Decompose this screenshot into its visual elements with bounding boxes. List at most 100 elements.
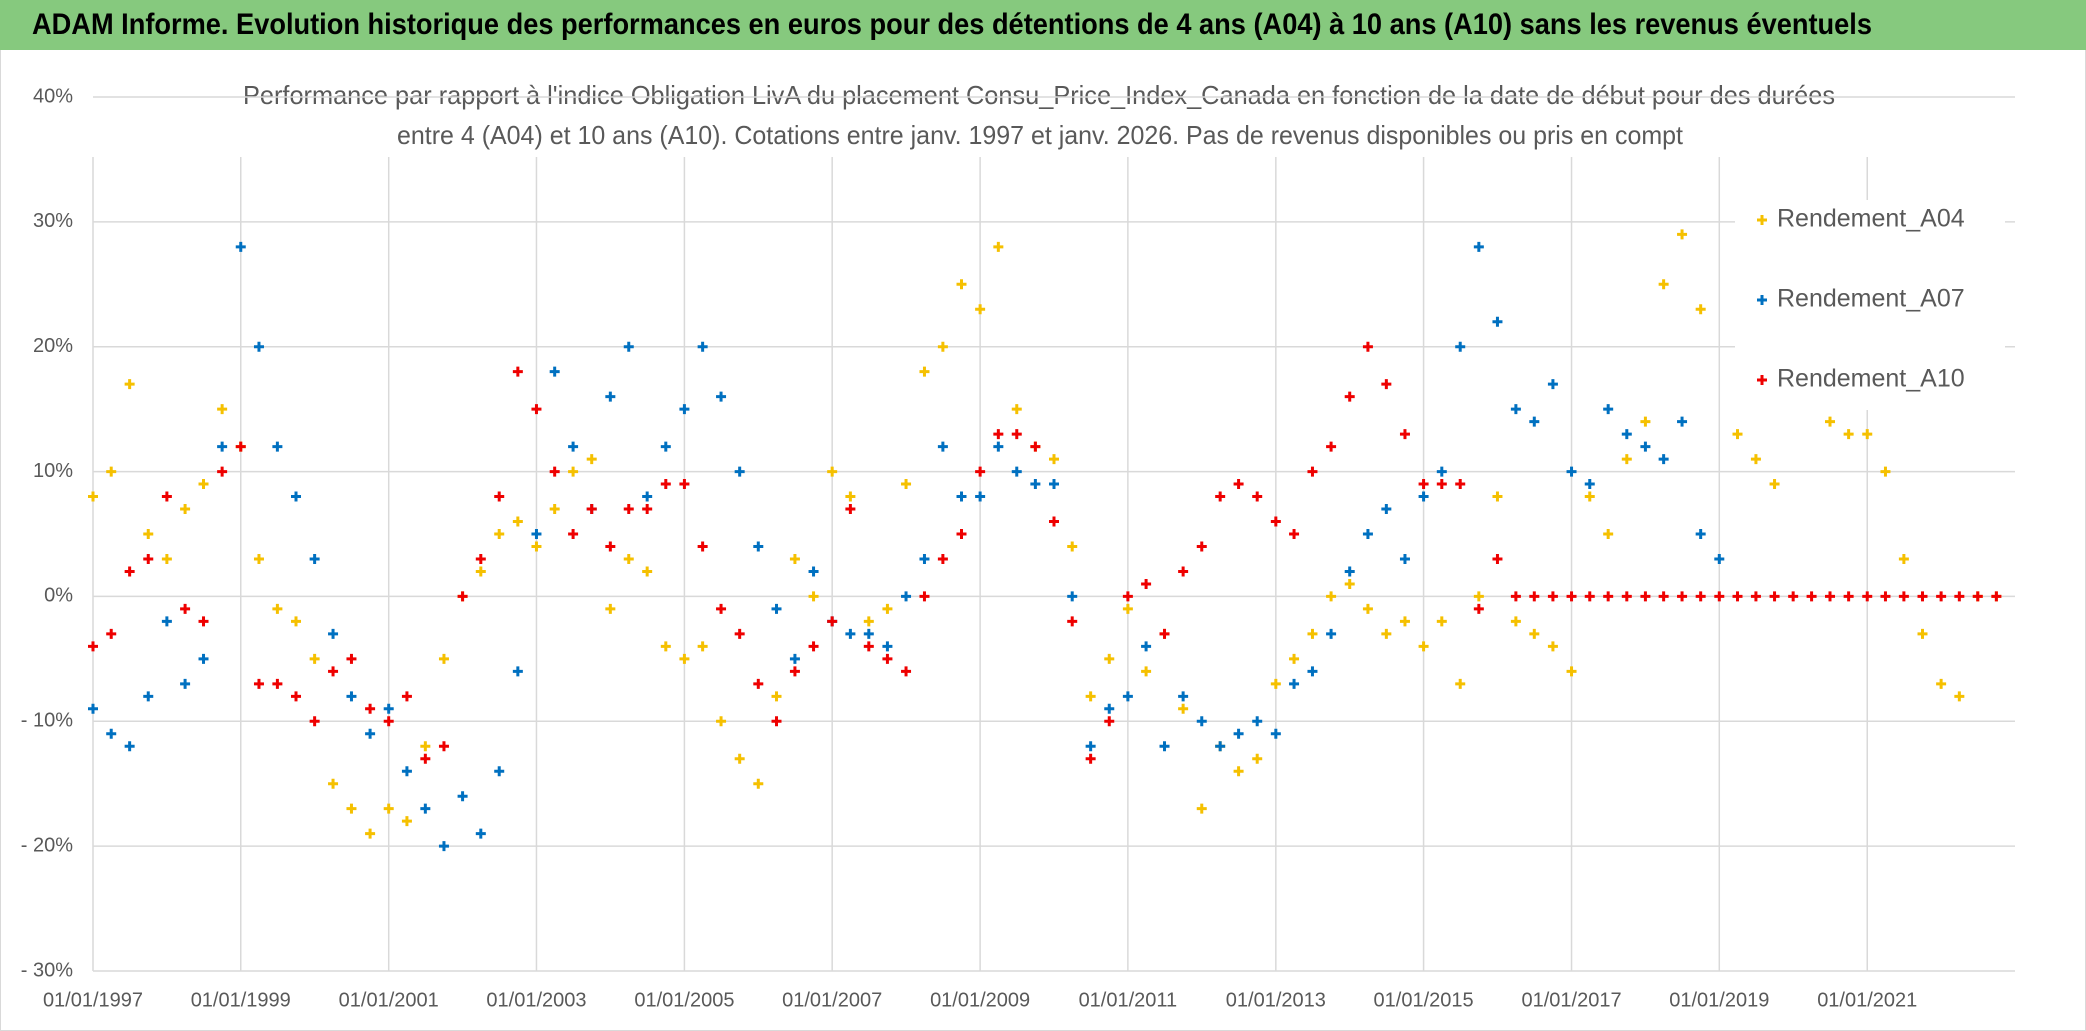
point [623,553,634,564]
point [605,603,616,614]
legend-box [1735,200,2005,410]
point [1289,653,1300,664]
point [1399,616,1410,627]
y-tick-label: - 10% [21,710,73,732]
point [328,666,339,677]
point [198,479,209,490]
point [1473,241,1484,252]
point [975,491,986,502]
point [1825,591,1836,602]
point [919,553,930,564]
y-tick-label: 20% [33,335,73,357]
point [1566,591,1577,602]
point [180,678,191,689]
point [642,491,653,502]
point [1067,541,1078,552]
x-tick-label: 01/01/2013 [1226,989,1326,1011]
point [586,454,597,465]
point [198,616,209,627]
point [1030,441,1041,452]
x-tick-label: 01/01/2007 [782,989,882,1011]
point [1362,529,1373,539]
point [937,441,948,452]
x-tick-label: 01/01/2003 [486,989,586,1011]
point [1510,616,1521,627]
point [716,716,727,727]
point [438,653,449,664]
point [235,241,246,252]
point [1972,591,1983,602]
point [771,603,782,614]
point [180,603,191,614]
point [291,616,302,627]
point [328,628,339,639]
point [1917,628,1928,639]
point [1529,416,1540,427]
legend-marker [1757,375,1767,385]
point [1178,691,1189,702]
point [309,716,320,727]
point [901,479,912,490]
point [863,641,874,652]
point [143,529,154,539]
point [1141,641,1152,652]
point [1418,491,1429,502]
point [253,341,264,352]
point [401,766,412,777]
point [1159,741,1170,752]
x-tick-label: 01/01/2001 [339,989,439,1011]
point [1122,691,1133,702]
point [586,504,597,515]
point [180,504,191,515]
point [1252,716,1263,727]
point [1677,229,1688,240]
point [1788,591,1799,602]
point [1233,479,1244,490]
point [124,566,135,577]
point [88,703,98,714]
point [827,616,838,627]
point [734,753,745,764]
point [845,628,856,639]
point [1714,591,1725,602]
x-tick-label: 01/01/2021 [1817,989,1917,1011]
point [1492,491,1503,502]
point [291,491,302,502]
point [475,553,486,564]
x-tick-label: 01/01/2017 [1521,989,1621,1011]
point [1122,603,1133,614]
point [1418,641,1429,652]
point [660,641,671,652]
header-title: ADAM Informe. Evolution historique des p… [32,8,1872,41]
point [937,553,948,564]
point [1233,728,1244,739]
point [789,666,800,677]
point [863,628,874,639]
point [1178,566,1189,577]
series [88,341,2002,764]
point [1547,641,1558,652]
point [438,741,449,752]
point [882,653,893,664]
point [882,641,893,652]
point [1658,454,1669,465]
point [1289,678,1300,689]
point [1252,753,1263,764]
point [1510,591,1521,602]
point [568,529,579,539]
point [919,366,930,377]
point [420,753,431,764]
point [901,666,912,677]
point [1122,591,1133,602]
point [1307,666,1318,677]
point [198,653,209,664]
point [605,391,616,402]
point [1252,491,1263,502]
point [1529,591,1540,602]
point [272,441,283,452]
point [1695,591,1706,602]
point [789,553,800,564]
x-tick-label: 01/01/2005 [634,989,734,1011]
